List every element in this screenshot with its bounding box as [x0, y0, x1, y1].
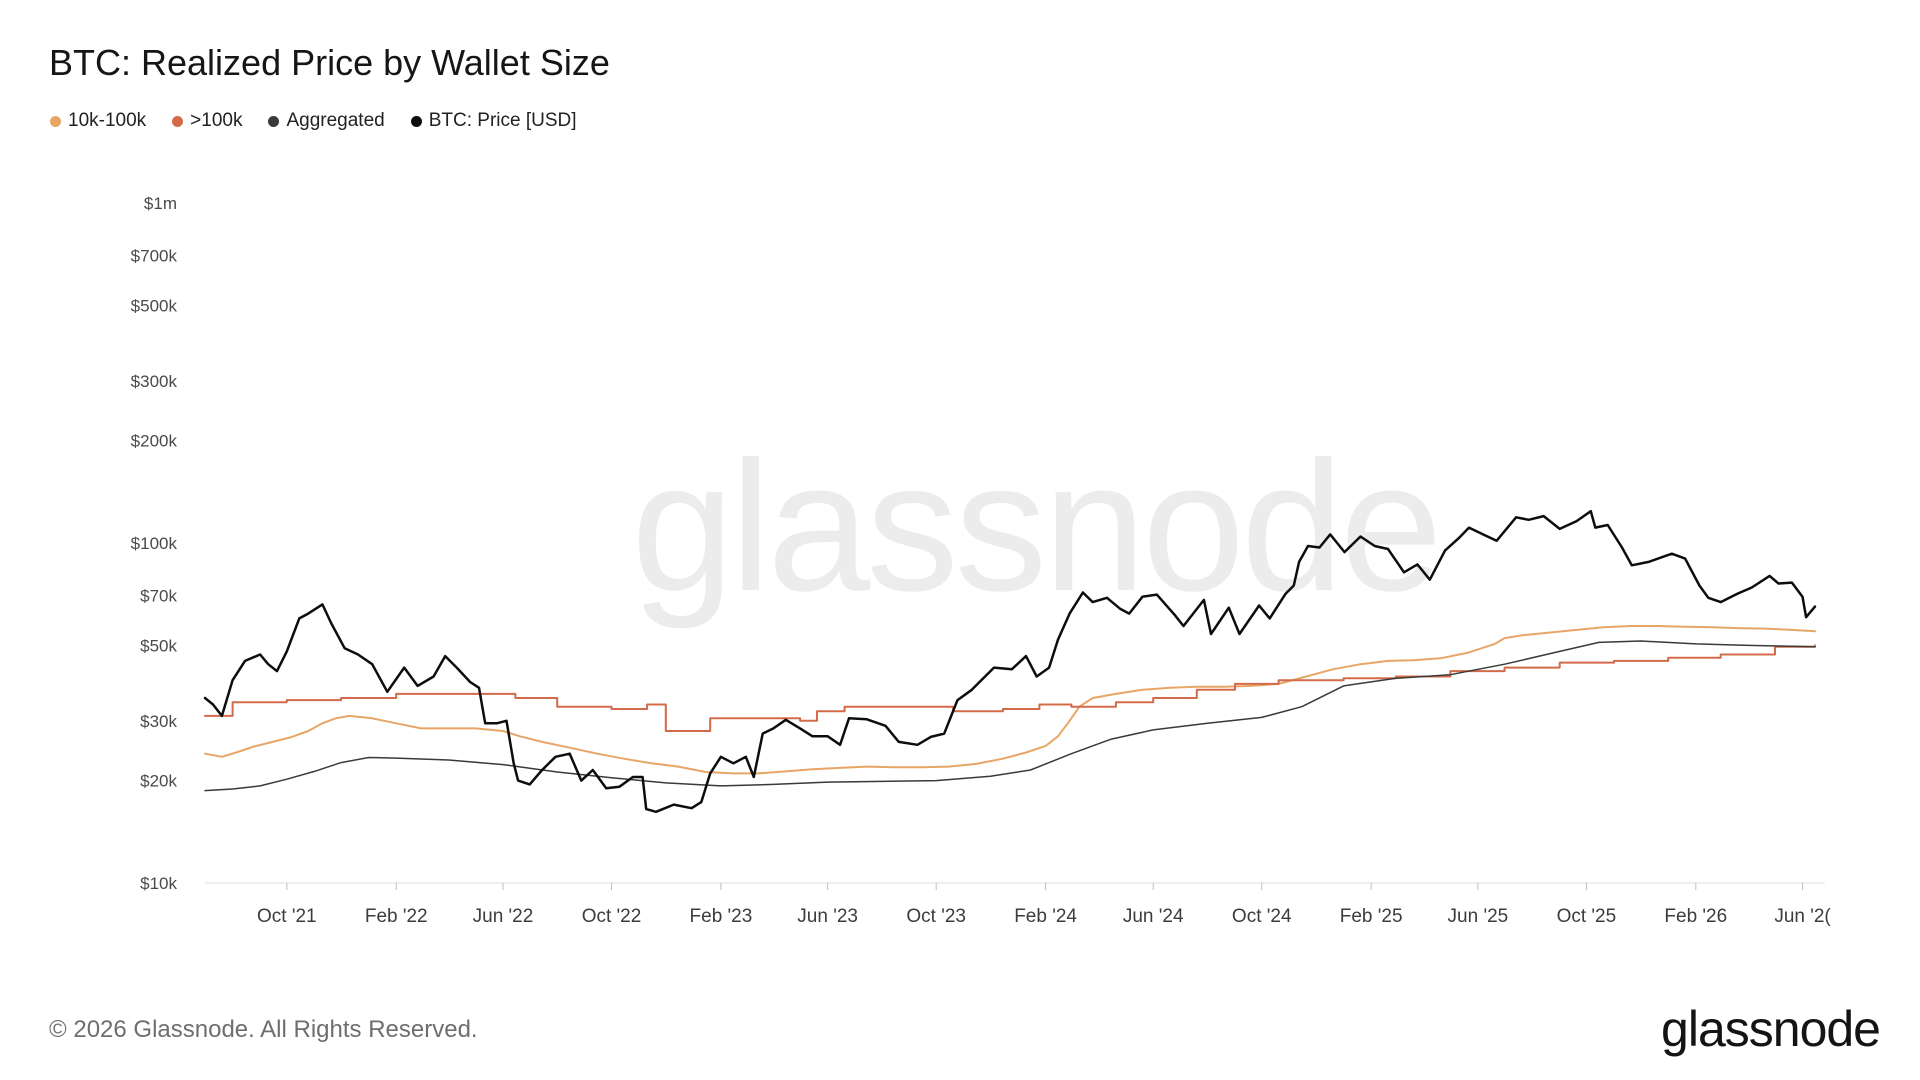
- x-tick-label: Oct '21: [257, 906, 317, 927]
- legend-item-aggregated[interactable]: Aggregated: [268, 110, 385, 132]
- y-tick-label: $1m: [144, 194, 177, 213]
- x-tick-label: Jun '25: [1448, 906, 1509, 927]
- y-tick-label: $10k: [140, 874, 177, 893]
- x-tick-label: Oct '22: [582, 906, 642, 927]
- legend-dot-icon: [410, 115, 422, 127]
- x-tick-label: Jun '22: [473, 906, 534, 927]
- chart-title: BTC: Realized Price by Wallet Size: [49, 42, 610, 83]
- legend-item-10k-100k[interactable]: 10k-100k: [50, 110, 146, 132]
- x-tick-label: Oct '23: [906, 906, 966, 927]
- series-line-btc-price-usd: [203, 509, 1817, 814]
- legend-item-over-100k[interactable]: >100k: [172, 110, 242, 132]
- y-tick-label: $100k: [131, 534, 178, 553]
- x-tick-label: Jun '2(: [1774, 906, 1831, 927]
- y-tick-label: $500k: [131, 296, 178, 315]
- x-tick-label: Oct '24: [1232, 906, 1292, 927]
- brand-logo[interactable]: glassnode: [1661, 1001, 1881, 1057]
- legend-item-btc-price[interactable]: BTC: Price [USD]: [410, 110, 577, 132]
- y-tick-label: $70k: [140, 587, 177, 606]
- copyright-text: © 2026 Glassnode. All Rights Reserved.: [49, 1016, 478, 1043]
- x-tick-label: Jun '23: [797, 906, 858, 927]
- legend-label: 10k-100k: [68, 110, 147, 131]
- series-layer: [203, 509, 1817, 814]
- y-tick-label: $300k: [131, 372, 178, 391]
- series-line-aggregated: [204, 640, 1816, 792]
- y-tick-label: $700k: [131, 247, 178, 266]
- legend-dot-icon: [50, 115, 61, 127]
- y-tick-label: $30k: [140, 712, 177, 731]
- x-tick-label: Oct '25: [1557, 906, 1617, 927]
- chart-legend: 10k-100k >100k Aggregated BTC: Price [US…: [50, 110, 603, 132]
- x-tick-label: Jun '24: [1123, 906, 1184, 927]
- chart-watermark: glassnode: [631, 424, 1438, 630]
- legend-dot-icon: [268, 115, 280, 127]
- x-tick-label: Feb '26: [1664, 906, 1727, 927]
- y-tick-label: $20k: [140, 772, 177, 791]
- legend-label: >100k: [190, 110, 243, 131]
- series-line-100k: [204, 644, 1816, 732]
- y-axis: $10k $20k $30k $50k $70k $100k $200k $300k $500k…: [131, 194, 178, 893]
- series-line-10k-100k: [204, 625, 1816, 775]
- legend-label: Aggregated: [286, 110, 385, 131]
- legend-dot-icon: [172, 115, 184, 127]
- x-axis: Oct '21 Feb '22 Jun '22 Oct '22 Feb '23 Jun '…: [205, 882, 1831, 927]
- x-tick-label: Feb '22: [365, 906, 428, 927]
- x-tick-label: Feb '23: [690, 906, 753, 927]
- legend-label: BTC: Price [USD]: [428, 110, 577, 131]
- x-tick-label: Feb '24: [1014, 906, 1077, 927]
- y-tick-label: $200k: [131, 432, 178, 451]
- x-tick-label: Feb '25: [1340, 906, 1403, 927]
- y-tick-label: $50k: [140, 636, 177, 655]
